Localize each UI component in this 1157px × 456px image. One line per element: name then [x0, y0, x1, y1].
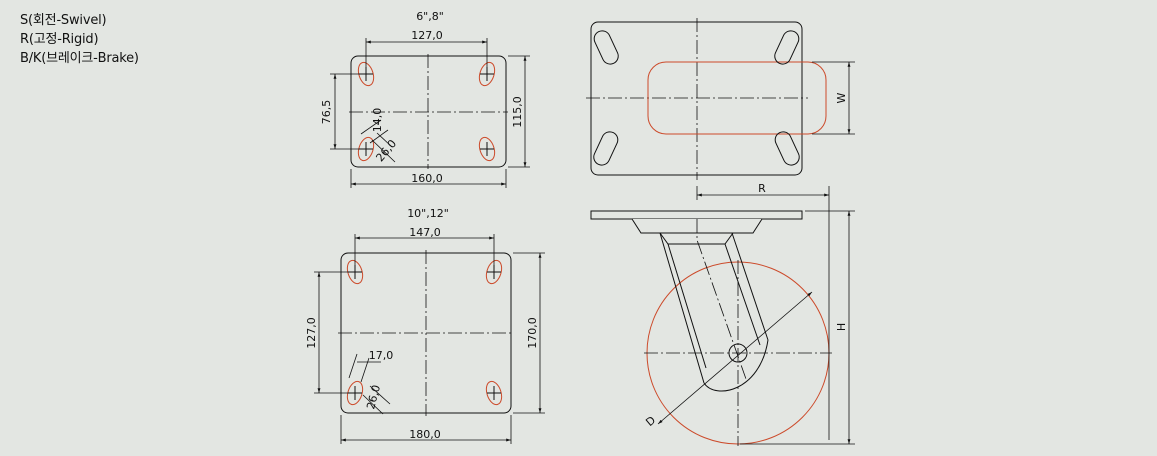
plate-small-outline: [350, 55, 507, 168]
plate-small-slot-width: 14,0: [371, 108, 384, 133]
top-view-plate: [590, 21, 803, 176]
plate-large-dim-right: 170,0: [526, 317, 539, 349]
plate-small-dim-left: 76,5: [320, 100, 333, 125]
caster-top-view: W: [586, 18, 855, 180]
plate-small-dim-top: 127,0: [411, 29, 443, 42]
plate-small: 6",8" 127,0 160,0 76,5: [320, 10, 530, 188]
plate-small-slot-length: 26,0: [373, 137, 399, 164]
caster-side-view: D R H: [590, 182, 855, 446]
label-d: D: [643, 414, 658, 429]
top-view-wheel: [647, 61, 827, 135]
fork: [659, 232, 769, 384]
plate-large-slot-width: 17,0: [369, 349, 394, 362]
top-view-slots: [593, 30, 800, 166]
plate-small-title: 6",8": [416, 10, 444, 23]
plate-large-dim-bottom: 180,0: [409, 428, 441, 441]
side-view-plate: [590, 210, 803, 220]
plate-small-dim-right: 115,0: [511, 96, 524, 128]
label-h: H: [835, 323, 848, 331]
plate-large: 10",12" 147,0 180,0 127,0: [305, 207, 545, 444]
plate-large-title: 10",12": [407, 207, 449, 220]
plate-large-slot-length: 26,0: [364, 384, 383, 411]
plate-large-dim-left: 127,0: [305, 317, 318, 349]
legend-swivel: S(회전-Swivel): [20, 13, 107, 28]
legend-brake: B/K(브레이크-Brake): [20, 51, 139, 66]
plate-large-dim-top: 147,0: [409, 226, 441, 239]
plate-large-holes: [346, 259, 503, 406]
plate-small-dim-bottom: 160,0: [411, 172, 443, 185]
legend: S(회전-Swivel) R(고정-Rigid) B/K(브레이크-Brake): [20, 11, 139, 68]
label-w: W: [835, 92, 848, 103]
label-r: R: [758, 182, 766, 195]
legend-rigid: R(고정-Rigid): [20, 32, 99, 47]
